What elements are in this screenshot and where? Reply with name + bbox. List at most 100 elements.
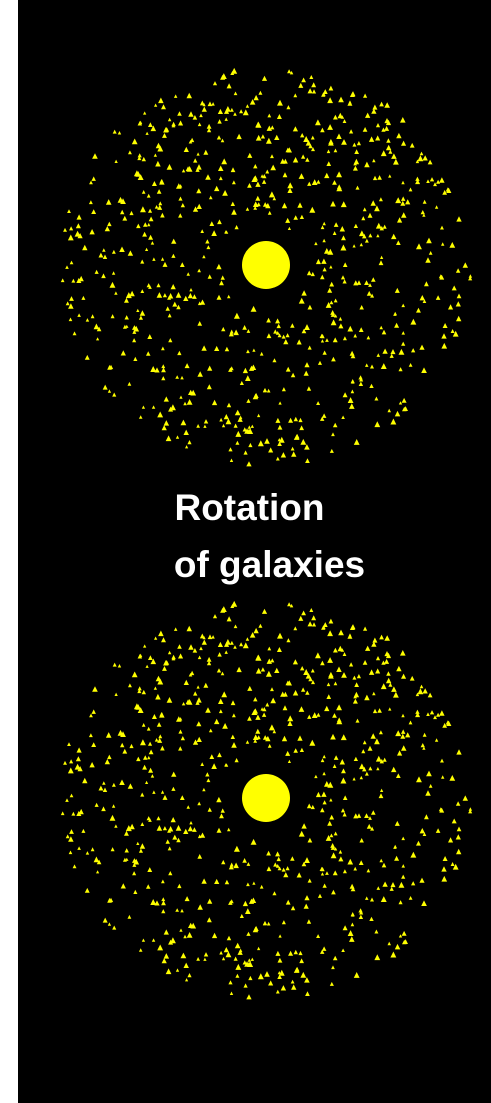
star xyxy=(312,89,317,94)
star xyxy=(127,250,134,256)
star xyxy=(147,222,151,227)
star xyxy=(347,858,354,865)
star xyxy=(228,980,233,985)
star xyxy=(332,231,337,235)
star xyxy=(328,672,334,679)
star xyxy=(381,329,387,335)
star xyxy=(377,175,382,180)
star xyxy=(278,436,285,443)
star xyxy=(233,862,239,869)
star xyxy=(415,176,420,181)
star xyxy=(257,973,264,980)
star xyxy=(338,856,344,862)
star xyxy=(376,767,380,771)
star xyxy=(98,785,104,791)
star xyxy=(419,684,424,689)
star xyxy=(207,274,212,279)
star xyxy=(89,713,93,718)
star xyxy=(433,182,437,187)
star xyxy=(245,637,250,641)
star xyxy=(207,365,213,371)
star xyxy=(270,658,275,663)
star xyxy=(356,280,362,285)
title-line-1: Rotation xyxy=(174,487,325,528)
star xyxy=(296,872,302,878)
star xyxy=(384,658,390,664)
star xyxy=(161,909,166,914)
star xyxy=(445,720,450,725)
star xyxy=(369,383,374,388)
star xyxy=(197,854,203,859)
star xyxy=(252,348,256,352)
star xyxy=(217,219,222,225)
star xyxy=(186,399,193,405)
star xyxy=(355,718,360,723)
star xyxy=(308,143,313,149)
star xyxy=(261,179,267,184)
star xyxy=(394,287,400,293)
star xyxy=(197,801,201,806)
star xyxy=(206,245,211,250)
star xyxy=(217,119,222,124)
star xyxy=(211,230,217,236)
star xyxy=(201,106,207,112)
star xyxy=(133,703,140,710)
star xyxy=(336,717,342,723)
star xyxy=(270,125,275,130)
star xyxy=(196,188,202,194)
star xyxy=(307,878,312,883)
star xyxy=(221,956,226,961)
star xyxy=(439,807,445,813)
star xyxy=(330,843,336,848)
star xyxy=(353,223,358,228)
star xyxy=(186,805,190,809)
star xyxy=(245,375,251,381)
star xyxy=(242,858,247,863)
star xyxy=(455,801,461,806)
star xyxy=(322,754,326,759)
star xyxy=(250,838,257,845)
star xyxy=(227,827,231,832)
star xyxy=(378,260,384,266)
star xyxy=(417,155,424,162)
star xyxy=(329,814,335,820)
star xyxy=(352,675,357,680)
star xyxy=(233,624,238,629)
star xyxy=(401,212,407,218)
star xyxy=(307,621,313,627)
star xyxy=(401,745,407,751)
star xyxy=(436,179,441,184)
star xyxy=(76,810,82,816)
star xyxy=(120,350,126,356)
star xyxy=(311,712,318,718)
star xyxy=(390,418,397,425)
star xyxy=(186,92,192,99)
star xyxy=(206,917,212,923)
star xyxy=(341,768,346,774)
star xyxy=(388,174,392,178)
star xyxy=(156,722,162,727)
star xyxy=(370,826,375,831)
star xyxy=(320,949,325,954)
star xyxy=(290,372,296,378)
star xyxy=(223,947,229,953)
star xyxy=(353,158,360,165)
galaxy-top xyxy=(60,67,473,467)
star xyxy=(385,144,392,151)
star xyxy=(91,176,96,181)
star xyxy=(351,913,355,917)
star xyxy=(220,808,225,813)
star xyxy=(386,138,391,143)
star xyxy=(148,122,153,127)
star xyxy=(133,889,138,894)
star xyxy=(139,310,146,316)
star xyxy=(129,743,134,749)
star xyxy=(353,280,359,286)
star xyxy=(422,199,427,204)
star xyxy=(299,214,304,219)
star xyxy=(117,664,122,668)
star xyxy=(203,424,207,428)
star xyxy=(374,205,380,212)
star xyxy=(250,305,257,312)
star xyxy=(65,798,69,802)
